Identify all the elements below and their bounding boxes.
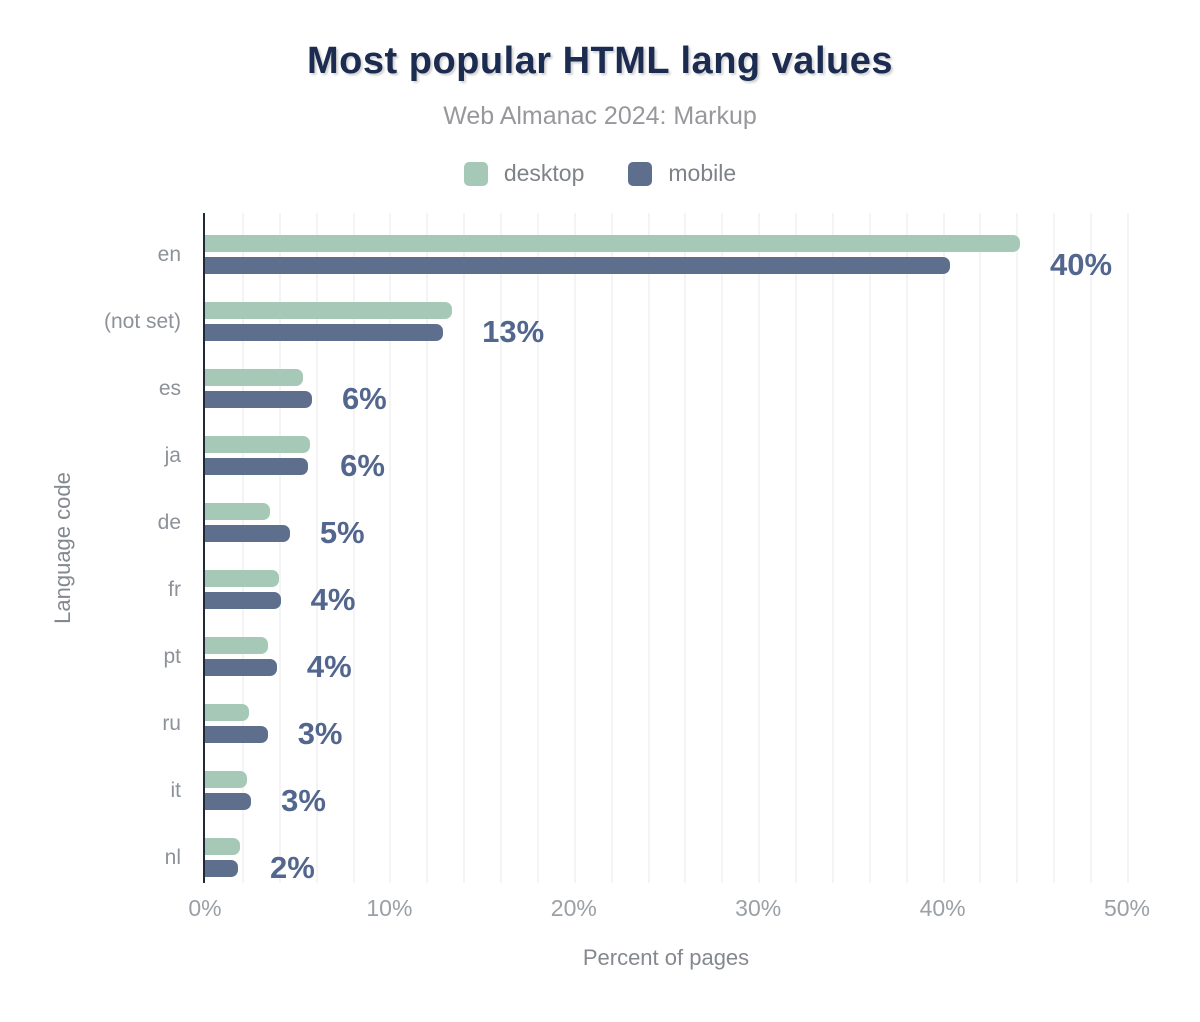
x-tick-label: 30% (735, 895, 782, 921)
value-label: 3% (297, 716, 343, 751)
x-tick-label: 0% (188, 895, 222, 921)
bar-row-ru: 3% (205, 682, 1127, 751)
legend-label-mobile: mobile (668, 160, 737, 186)
category-label: ja (164, 444, 181, 467)
gridline (610, 213, 613, 883)
gridline (573, 213, 576, 883)
bar-row-ja: 6% (205, 414, 1127, 483)
gridline (352, 213, 355, 883)
desktop-bar (205, 570, 279, 587)
bar-row-en: 40% (205, 213, 1127, 282)
category-label: en (157, 243, 181, 266)
gridline (905, 213, 908, 883)
value-label: 3% (281, 783, 326, 818)
bar-row-fr: 4% (205, 548, 1127, 617)
mobile-bar (205, 793, 252, 810)
bar-row-nl: 2% (205, 816, 1127, 885)
gridline (241, 213, 244, 883)
category-label: it (170, 779, 182, 802)
gridline (795, 213, 798, 883)
gridline (1016, 213, 1019, 883)
value-label: 4% (306, 649, 352, 684)
category-label: fr (168, 578, 181, 601)
gridline (647, 213, 650, 883)
legend: desktop mobile (0, 160, 1200, 187)
gridline (536, 213, 539, 883)
category-label: nl (164, 846, 181, 869)
x-tick-label: 40% (919, 895, 966, 921)
category-axis: en (not set) es ja de fr pt ru it nl (0, 213, 193, 883)
gridline (942, 213, 945, 883)
gridline (684, 213, 687, 883)
desktop-bar (205, 436, 311, 453)
mobile-bar (205, 391, 312, 408)
desktop-bar (205, 704, 250, 721)
x-tick-label: 20% (550, 895, 597, 921)
desktop-bar (205, 838, 241, 855)
gridline (979, 213, 982, 883)
bar-row-notset: 13% (205, 280, 1127, 349)
category-label: pt (163, 645, 181, 668)
bar-row-es: 6% (205, 347, 1127, 416)
desktop-bar (205, 302, 453, 319)
x-axis-title: Percent of pages (582, 945, 750, 970)
value-label: 6% (340, 448, 385, 483)
legend-item-mobile: mobile (628, 160, 736, 187)
mobile-bar (205, 324, 443, 341)
category-label: ru (162, 712, 181, 735)
desktop-bar (205, 503, 270, 520)
chart-subtitle: Web Almanac 2024: Markup (443, 102, 757, 130)
mobile-swatch-icon (628, 161, 653, 186)
desktop-swatch-icon (463, 161, 488, 186)
gridline (500, 213, 503, 883)
gridline (758, 213, 761, 883)
gridline (1053, 213, 1056, 883)
mobile-bar (205, 592, 281, 609)
mobile-bar (205, 458, 309, 475)
bar-row-it: 3% (205, 749, 1127, 818)
category-label: (not set) (103, 310, 181, 333)
desktop-bar (205, 637, 268, 654)
value-label: 2% (270, 850, 315, 885)
gridline (463, 213, 466, 883)
gridline (389, 213, 392, 883)
gridline (426, 213, 429, 883)
mobile-bar (205, 659, 277, 676)
chart-title: Most popular HTML lang values (307, 40, 893, 82)
x-tick-label: 10% (366, 895, 413, 921)
category-label: de (157, 511, 181, 534)
gridline (278, 213, 281, 883)
x-tick-label: 50% (1103, 895, 1151, 921)
desktop-bar (205, 771, 248, 788)
mobile-bar (205, 257, 950, 274)
gridline (1127, 213, 1129, 883)
gridline (315, 213, 318, 883)
value-label: 6% (341, 381, 387, 416)
mobile-bar (205, 726, 268, 743)
legend-label-desktop: desktop (503, 160, 585, 186)
gridline (721, 213, 724, 883)
value-label: 5% (319, 515, 365, 550)
mobile-bar (205, 525, 290, 542)
mobile-bar (205, 860, 239, 877)
desktop-bar (205, 369, 303, 386)
bar-row-de: 5% (205, 481, 1127, 550)
desktop-bar (205, 235, 1021, 252)
y-axis-line (203, 213, 205, 883)
gridline (1090, 213, 1093, 883)
category-label: es (158, 377, 181, 400)
plot-area: Percent of pages 0% 10% 20% 30% 40% 50% 40% 13%… (188, 213, 1150, 970)
bar-row-pt: 4% (205, 615, 1127, 684)
gridline (868, 213, 871, 883)
value-label: 40% (1050, 247, 1113, 282)
value-label: 4% (310, 582, 356, 617)
gridline (831, 213, 834, 883)
value-label: 13% (482, 314, 545, 349)
legend-item-desktop: desktop (463, 160, 585, 187)
